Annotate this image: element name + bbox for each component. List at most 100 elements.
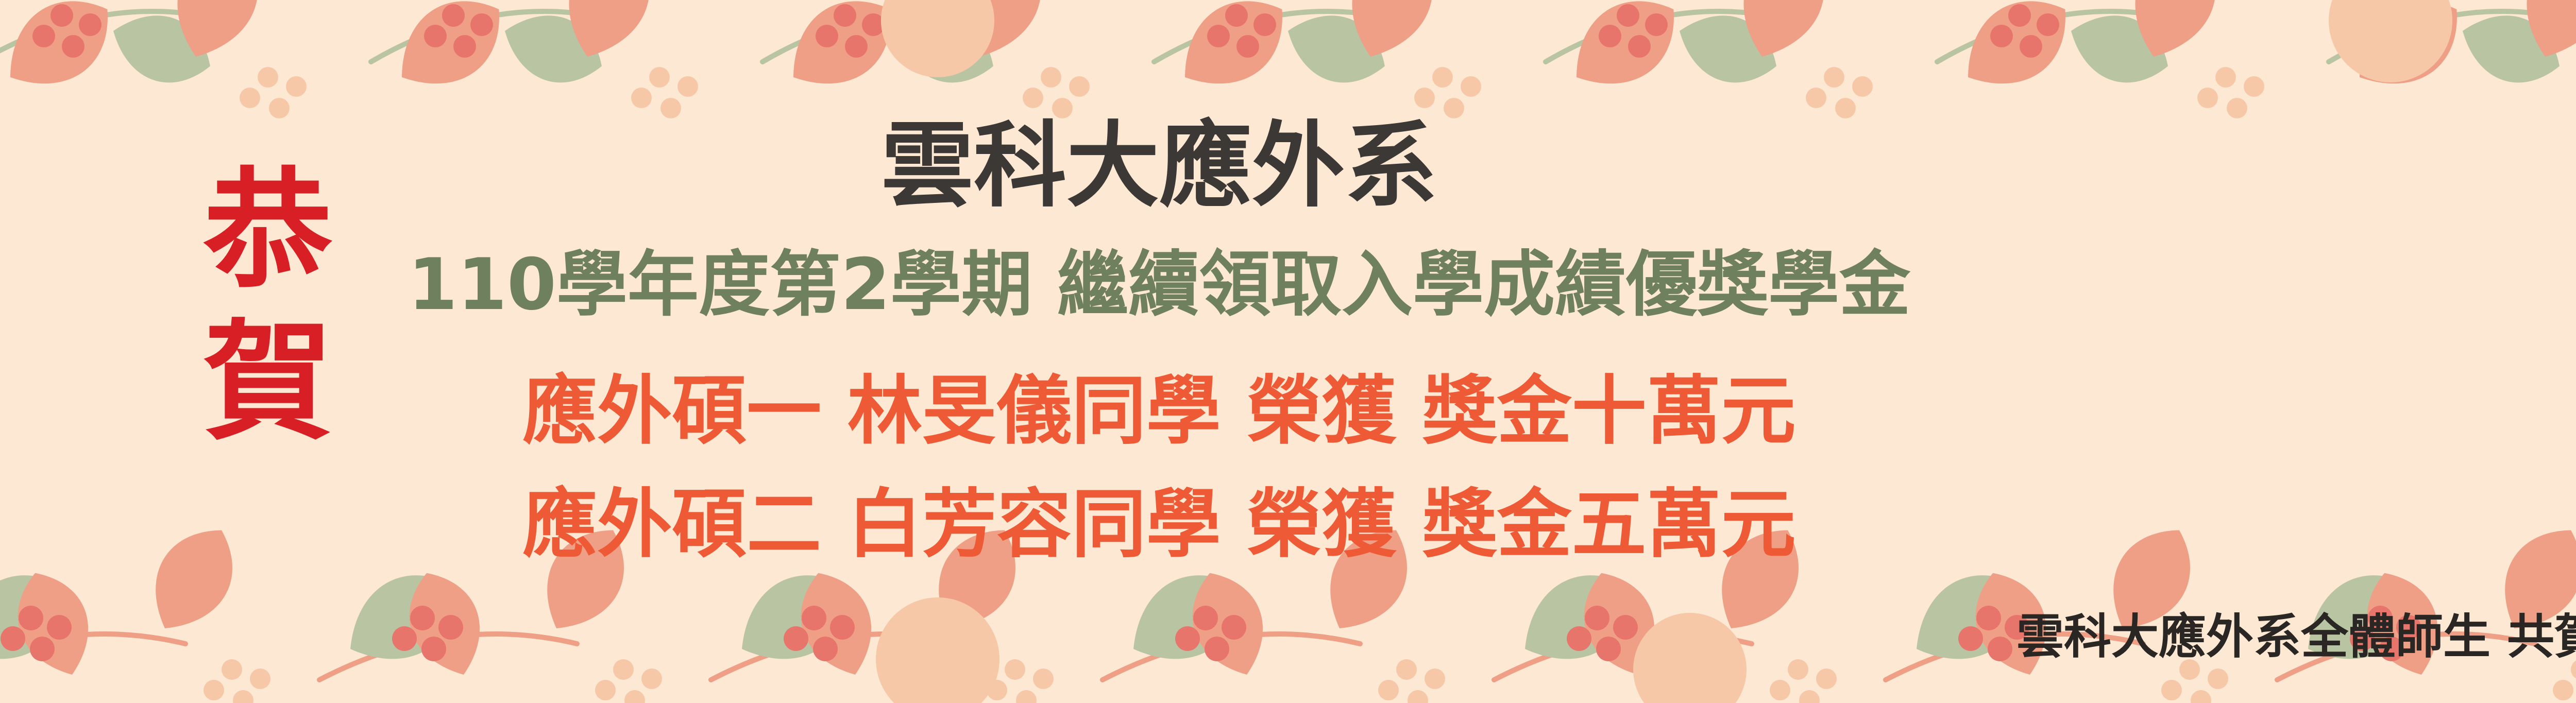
- berry-cluster-icon: [2208, 668, 2228, 689]
- leaf-icon: [1352, 0, 1433, 57]
- berry-cluster-icon: [784, 626, 808, 651]
- congrats-char-1: 恭: [204, 156, 332, 305]
- berry-cluster-icon: [1599, 25, 1621, 47]
- berry-cluster-icon: [1175, 626, 1200, 651]
- berry-cluster-icon: [1816, 668, 1837, 689]
- berry-cluster-icon: [595, 680, 616, 700]
- berry-cluster-icon: [1958, 626, 1983, 651]
- award-line: 應外碩二 白芳容同學 榮獲 獎金五萬元: [522, 481, 1796, 568]
- berry-cluster-icon: [1033, 668, 1054, 689]
- berry-cluster-icon: [1005, 659, 1025, 680]
- berry-cluster-icon: [2553, 680, 2573, 700]
- berry-cluster-icon: [1207, 25, 1230, 47]
- berry-cluster-icon: [2037, 13, 2059, 36]
- berry-cluster-icon: [2396, 615, 2421, 640]
- berry-cluster-icon: [1824, 67, 1844, 88]
- berry-cluster-icon: [438, 615, 463, 640]
- leaf-icon: [569, 0, 650, 57]
- berry-cluster-icon: [2379, 637, 2404, 661]
- berry-cluster-icon: [470, 13, 493, 36]
- leaf-icon: [2135, 0, 2216, 57]
- berry-cluster-icon: [2008, 4, 2031, 27]
- berry-cluster-icon: [845, 35, 868, 58]
- berry-cluster-icon: [641, 668, 662, 689]
- berry-cluster-icon: [30, 637, 55, 661]
- congrats-vertical: 恭 賀: [191, 155, 345, 458]
- berry-cluster-icon: [1222, 615, 1246, 640]
- berry-cluster-icon: [2179, 659, 2200, 680]
- berry-cluster-icon: [286, 76, 307, 97]
- berry-cluster-icon: [862, 13, 885, 36]
- berry-cluster-icon: [1988, 637, 2012, 661]
- berry-cluster-icon: [250, 668, 270, 689]
- berry-cluster-icon: [649, 67, 670, 88]
- berry-cluster-icon: [613, 659, 634, 680]
- berry-cluster-icon: [1444, 98, 1464, 118]
- berry-cluster-icon: [1596, 637, 1621, 661]
- leaf-icon: [547, 530, 624, 628]
- berry-cluster-icon: [1408, 690, 1428, 703]
- berry-cluster-icon: [1617, 4, 1639, 27]
- berry-cluster-icon: [2350, 626, 2375, 651]
- berry-cluster-icon: [813, 637, 838, 661]
- berry-cluster-icon: [2020, 35, 2042, 58]
- berry-cluster-icon: [816, 25, 838, 47]
- berry-cluster-icon: [1613, 615, 1638, 640]
- leaf-icon: [2527, 0, 2576, 57]
- berry-cluster-icon: [79, 13, 101, 36]
- berry-cluster-icon: [631, 88, 652, 108]
- leaf-icon: [1330, 530, 1407, 628]
- berry-cluster-icon: [1788, 659, 1808, 680]
- berry-cluster-icon: [624, 690, 645, 703]
- berry-cluster-icon: [1645, 13, 1668, 36]
- berry-cluster-icon: [1205, 637, 1229, 661]
- berry-cluster-icon: [1585, 606, 1609, 630]
- berry-cluster-icon: [19, 606, 43, 630]
- berry-cluster-icon: [50, 4, 73, 27]
- berry-cluster-icon: [802, 606, 826, 630]
- berry-cluster-icon: [1396, 659, 1417, 680]
- berry-cluster-icon: [240, 88, 260, 108]
- peach-fruit-icon: [876, 597, 999, 703]
- leaf-icon: [1722, 530, 1799, 628]
- berry-cluster-icon: [2244, 76, 2264, 97]
- footer-signature: 雲科大應外系全體師生 共賀: [2016, 609, 2576, 664]
- berry-cluster-icon: [222, 659, 242, 680]
- berry-cluster-icon: [1023, 88, 1043, 108]
- berry-cluster-icon: [1425, 668, 1445, 689]
- berry-cluster-icon: [1990, 25, 2013, 47]
- berry-cluster-icon: [1236, 35, 1259, 58]
- berry-cluster-icon: [2215, 67, 2236, 88]
- berry-cluster-icon: [421, 637, 446, 661]
- berry-cluster-icon: [1567, 626, 1591, 651]
- berry-cluster-icon: [47, 615, 72, 640]
- berry-cluster-icon: [2571, 660, 2576, 679]
- berry-cluster-icon: [453, 35, 476, 58]
- berry-cluster-icon: [1770, 680, 1790, 700]
- scholarship-program-line: 110學年度第2學期 繼續領取入學成績優獎學金: [408, 243, 1911, 326]
- berry-cluster-icon: [660, 98, 681, 118]
- berry-cluster-icon: [1461, 76, 1481, 97]
- berry-cluster-icon: [1193, 606, 1218, 630]
- berry-cluster-icon: [1799, 690, 1820, 703]
- berry-cluster-icon: [269, 98, 290, 118]
- berry-cluster-icon: [1414, 88, 1435, 108]
- department-title: 雲科大應外系: [880, 112, 1437, 220]
- leaf-icon: [1743, 0, 1824, 57]
- berry-cluster-icon: [677, 76, 698, 97]
- berry-cluster-icon: [1835, 98, 1856, 118]
- berry-cluster-icon: [1069, 76, 1090, 97]
- berry-cluster-icon: [2368, 606, 2393, 630]
- berry-cluster-icon: [1976, 606, 2001, 630]
- berry-cluster-icon: [2005, 615, 2029, 640]
- berry-cluster-icon: [1225, 4, 1248, 27]
- berry-cluster-icon: [424, 25, 447, 47]
- berry-cluster-icon: [1628, 35, 1651, 58]
- leaf-icon: [177, 0, 258, 57]
- berry-cluster-icon: [442, 4, 465, 27]
- peach-fruit-icon: [1633, 613, 1747, 703]
- berry-cluster-icon: [1806, 88, 1826, 108]
- berry-cluster-icon: [62, 35, 84, 58]
